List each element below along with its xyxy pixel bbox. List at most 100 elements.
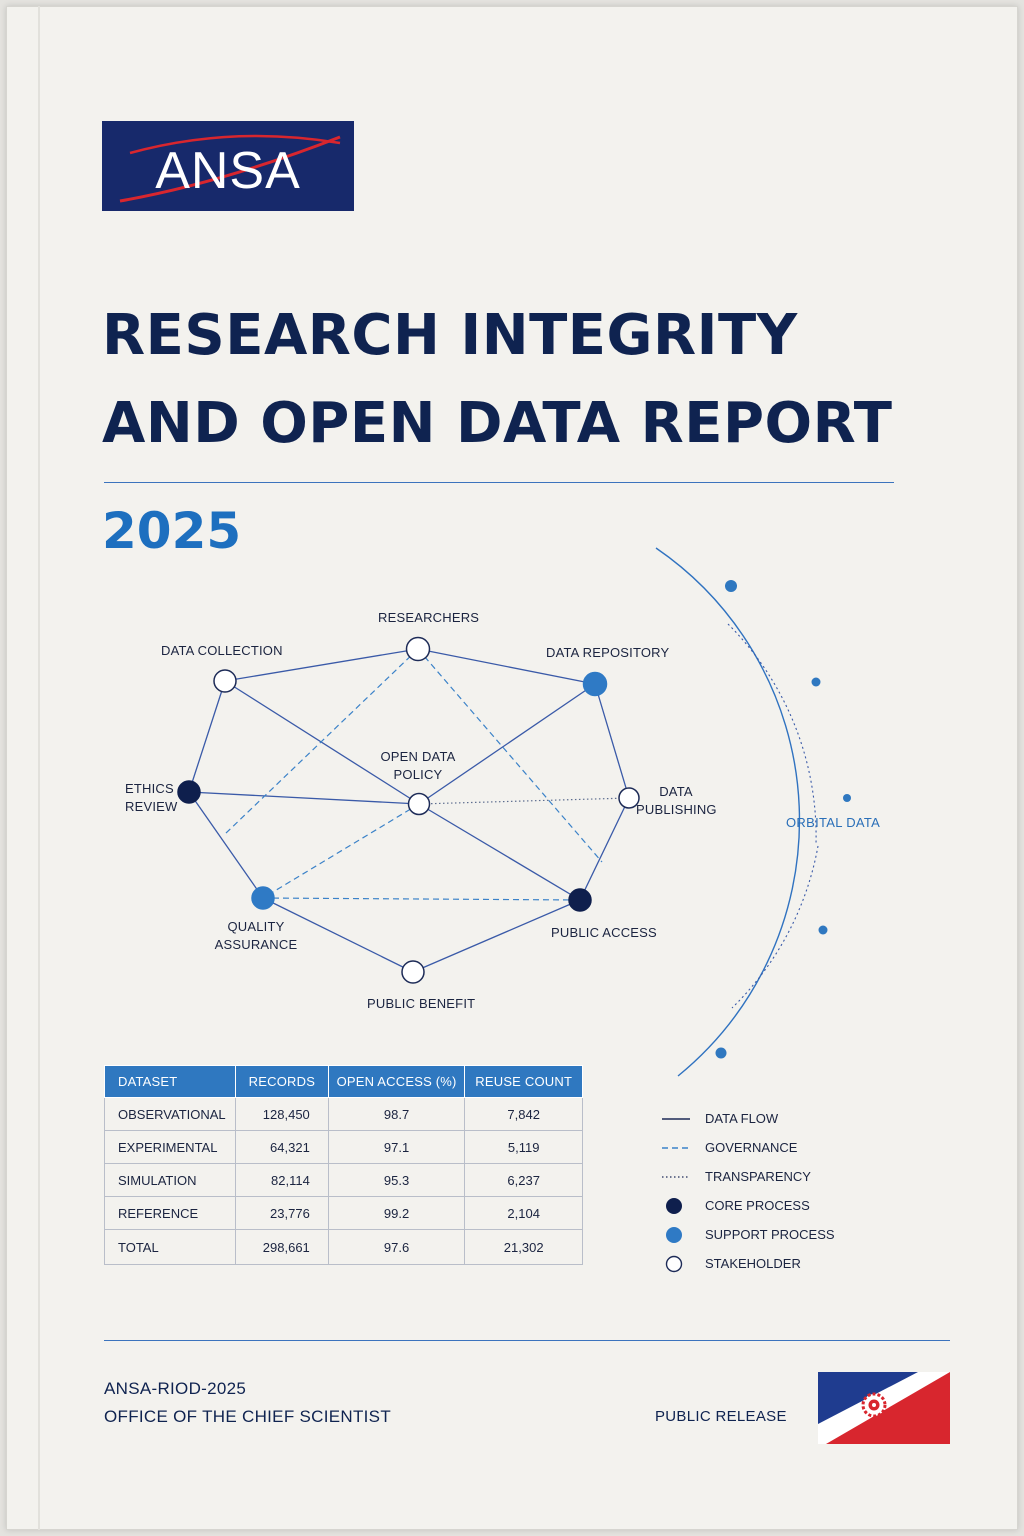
node-data-collection [213, 669, 237, 693]
edge-policy-access [418, 803, 581, 901]
footer-divider [104, 1340, 950, 1341]
table-row: EXPERIMENTAL 64,321 97.1 5,119 [104, 1130, 583, 1164]
cell-open-access: 99.2 [327, 1196, 466, 1230]
logo-text: ANSA [155, 142, 301, 200]
node-public-benefit [401, 960, 425, 984]
legend-label: STAKEHOLDER [705, 1256, 801, 1271]
cell-open-access: 98.7 [327, 1097, 466, 1131]
transparency-edges [418, 797, 630, 805]
cell-dataset: SIMULATION [104, 1163, 236, 1197]
header-records: RECORDS [234, 1065, 329, 1098]
orbital-arc-inner-top [727, 623, 817, 845]
label-data-publishing: DATA PUBLISHING [636, 783, 717, 819]
label-data-publishing-line-1: DATA [659, 784, 693, 799]
edge-dashed-researchers-right [417, 648, 603, 863]
cell-reuse-count: 2,104 [464, 1196, 583, 1230]
header-open-access: OPEN ACCESS (%) [327, 1065, 466, 1098]
orbital-point-4 [818, 925, 828, 935]
legend-label: TRANSPARENCY [705, 1169, 811, 1184]
release-status: PUBLIC RELEASE [655, 1408, 787, 1425]
table-total-row: TOTAL 298,661 97.6 21,302 [104, 1229, 583, 1265]
edge-repository-publishing [594, 683, 630, 799]
governance-edges [224, 648, 603, 901]
edge-collection-policy [224, 680, 420, 805]
solid-line-icon [662, 1118, 690, 1120]
cell-records: 23,776 [234, 1196, 329, 1230]
cell-records: 298,661 [234, 1229, 329, 1265]
node-researchers [405, 636, 431, 662]
cell-reuse-count: 21,302 [464, 1229, 583, 1265]
dotted-line-icon [662, 1176, 690, 1178]
cell-open-access: 95.3 [327, 1163, 466, 1197]
cell-dataset: OBSERVATIONAL [104, 1097, 236, 1131]
label-open-data-policy-line-2: POLICY [393, 767, 443, 782]
table-row: REFERENCE 23,776 99.2 2,104 [104, 1196, 583, 1230]
label-ethics-review-line-2: REVIEW [125, 799, 178, 814]
orbital-point-2 [811, 677, 821, 687]
network-diagram [177, 547, 851, 1077]
dataset-table: DATASET RECORDS OPEN ACCESS (%) REUSE CO… [104, 1065, 583, 1265]
orbital-point-3 [843, 794, 851, 802]
cell-reuse-count: 5,119 [464, 1130, 583, 1164]
title-line-2: AND OPEN DATA REPORT [102, 391, 893, 456]
edge-dashed-quality-access [262, 897, 581, 901]
label-ethics-review: ETHICS REVIEW [125, 780, 177, 816]
edge-researchers-repository [417, 648, 596, 685]
label-public-access: PUBLIC ACCESS [551, 925, 657, 940]
document-code: ANSA-RIOD-2025 [104, 1379, 247, 1398]
ansa-logo: ANSA [102, 121, 354, 211]
orbital-point-5 [715, 1047, 727, 1059]
table-row: SIMULATION 82,114 95.3 6,237 [104, 1163, 583, 1197]
cell-open-access: 97.1 [327, 1130, 466, 1164]
orbital-arc-outer [655, 547, 801, 1077]
edge-researchers-collection [224, 648, 419, 682]
report-cover: ANSA RESEARCH INTEGRITY AND OPEN DATA RE… [6, 6, 1018, 1530]
agency-flag [818, 1372, 950, 1444]
table-header-row: DATASET RECORDS OPEN ACCESS (%) REUSE CO… [104, 1065, 583, 1098]
orbital-arcs [655, 547, 819, 1077]
report-year: 2025 [102, 502, 242, 560]
cell-open-access: 97.6 [327, 1229, 466, 1265]
edge-dashed-policy-quality [262, 803, 420, 899]
label-researchers: RESEARCHERS [378, 610, 480, 625]
cell-reuse-count: 6,237 [464, 1163, 583, 1197]
node-open-data-policy [407, 792, 431, 816]
edge-collection-ethics [188, 680, 226, 793]
cell-records: 128,450 [234, 1097, 329, 1131]
edge-ethics-policy [188, 791, 420, 805]
title-divider [104, 482, 894, 483]
label-quality-assurance: QUALITY ASSURANCE [206, 918, 306, 954]
orbital-points [715, 580, 851, 1059]
legend-label: CORE PROCESS [705, 1198, 810, 1213]
cell-dataset: REFERENCE [104, 1196, 236, 1230]
flag-red-field [826, 1372, 950, 1444]
label-data-repository: DATA REPOSITORY [546, 645, 670, 660]
ansa-logo-mark: ANSA [119, 134, 341, 203]
label-open-data-policy: OPEN DATA POLICY [368, 748, 468, 784]
data-flow-edges [188, 648, 630, 973]
edge-quality-benefit [262, 897, 414, 973]
gear-emblem-icon [861, 1392, 887, 1418]
label-ethics-review-line-1: ETHICS [125, 781, 174, 796]
cover-spine-crease [38, 6, 40, 1530]
edge-benefit-access [412, 899, 581, 973]
table-row: OBSERVATIONAL 128,450 98.7 7,842 [104, 1097, 583, 1131]
label-open-data-policy-line-1: OPEN DATA [380, 749, 456, 764]
report-title: RESEARCH INTEGRITY AND OPEN DATA REPORT [102, 292, 922, 468]
title-line-1: RESEARCH INTEGRITY [102, 303, 798, 368]
issuing-office: OFFICE OF THE CHIEF SCIENTIST [104, 1407, 392, 1426]
label-quality-assurance-line-2: ASSURANCE [214, 937, 298, 952]
edge-ethics-quality [188, 791, 264, 899]
edge-publishing-access [579, 797, 630, 901]
cell-records: 82,114 [234, 1163, 329, 1197]
label-public-benefit: PUBLIC BENEFIT [367, 996, 476, 1011]
edge-repository-policy [418, 683, 596, 805]
node-ethics-review [177, 780, 201, 804]
cell-dataset: EXPERIMENTAL [104, 1130, 236, 1164]
legend-label: DATA FLOW [705, 1111, 779, 1126]
dark-circle-icon [666, 1198, 682, 1214]
edge-dashed-researchers-left [224, 648, 419, 835]
diagram-nodes [177, 636, 640, 984]
orbital-data-label: ORBITAL DATA [786, 815, 881, 830]
header-dataset: DATASET [104, 1065, 236, 1098]
